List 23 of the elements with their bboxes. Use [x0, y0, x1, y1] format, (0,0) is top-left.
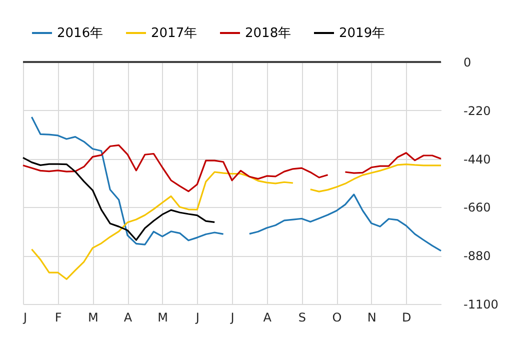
- x-tick-label: F: [54, 310, 62, 324]
- y-tick-label: -660: [464, 200, 491, 215]
- legend-label: 2016年: [57, 26, 104, 41]
- y-tick-label: -440: [464, 152, 491, 166]
- x-tick-label: D: [402, 310, 412, 324]
- line-series: [22, 156, 216, 241]
- legend-label: 2018年: [245, 26, 292, 41]
- legend-label: 2017年: [151, 26, 198, 41]
- x-tick-label: N: [367, 310, 376, 324]
- y-tick-label: 0: [464, 56, 472, 70]
- y-tick-label: -1100: [464, 298, 498, 312]
- x-tick-label: M: [158, 310, 168, 324]
- y-tick-label: -880: [464, 249, 491, 264]
- x-tick-label: S: [298, 310, 306, 324]
- x-tick-label: M: [88, 310, 98, 324]
- x-tick-label: O: [332, 310, 342, 324]
- y-tick-label: -220: [464, 104, 491, 118]
- legend-label: 2019年: [339, 26, 386, 41]
- x-tick-label: A: [263, 310, 272, 324]
- x-tick-label: J: [194, 310, 200, 324]
- x-tick-label: A: [124, 310, 133, 324]
- x-tick-label: J: [230, 310, 234, 324]
- x-tick-label: J: [22, 310, 28, 324]
